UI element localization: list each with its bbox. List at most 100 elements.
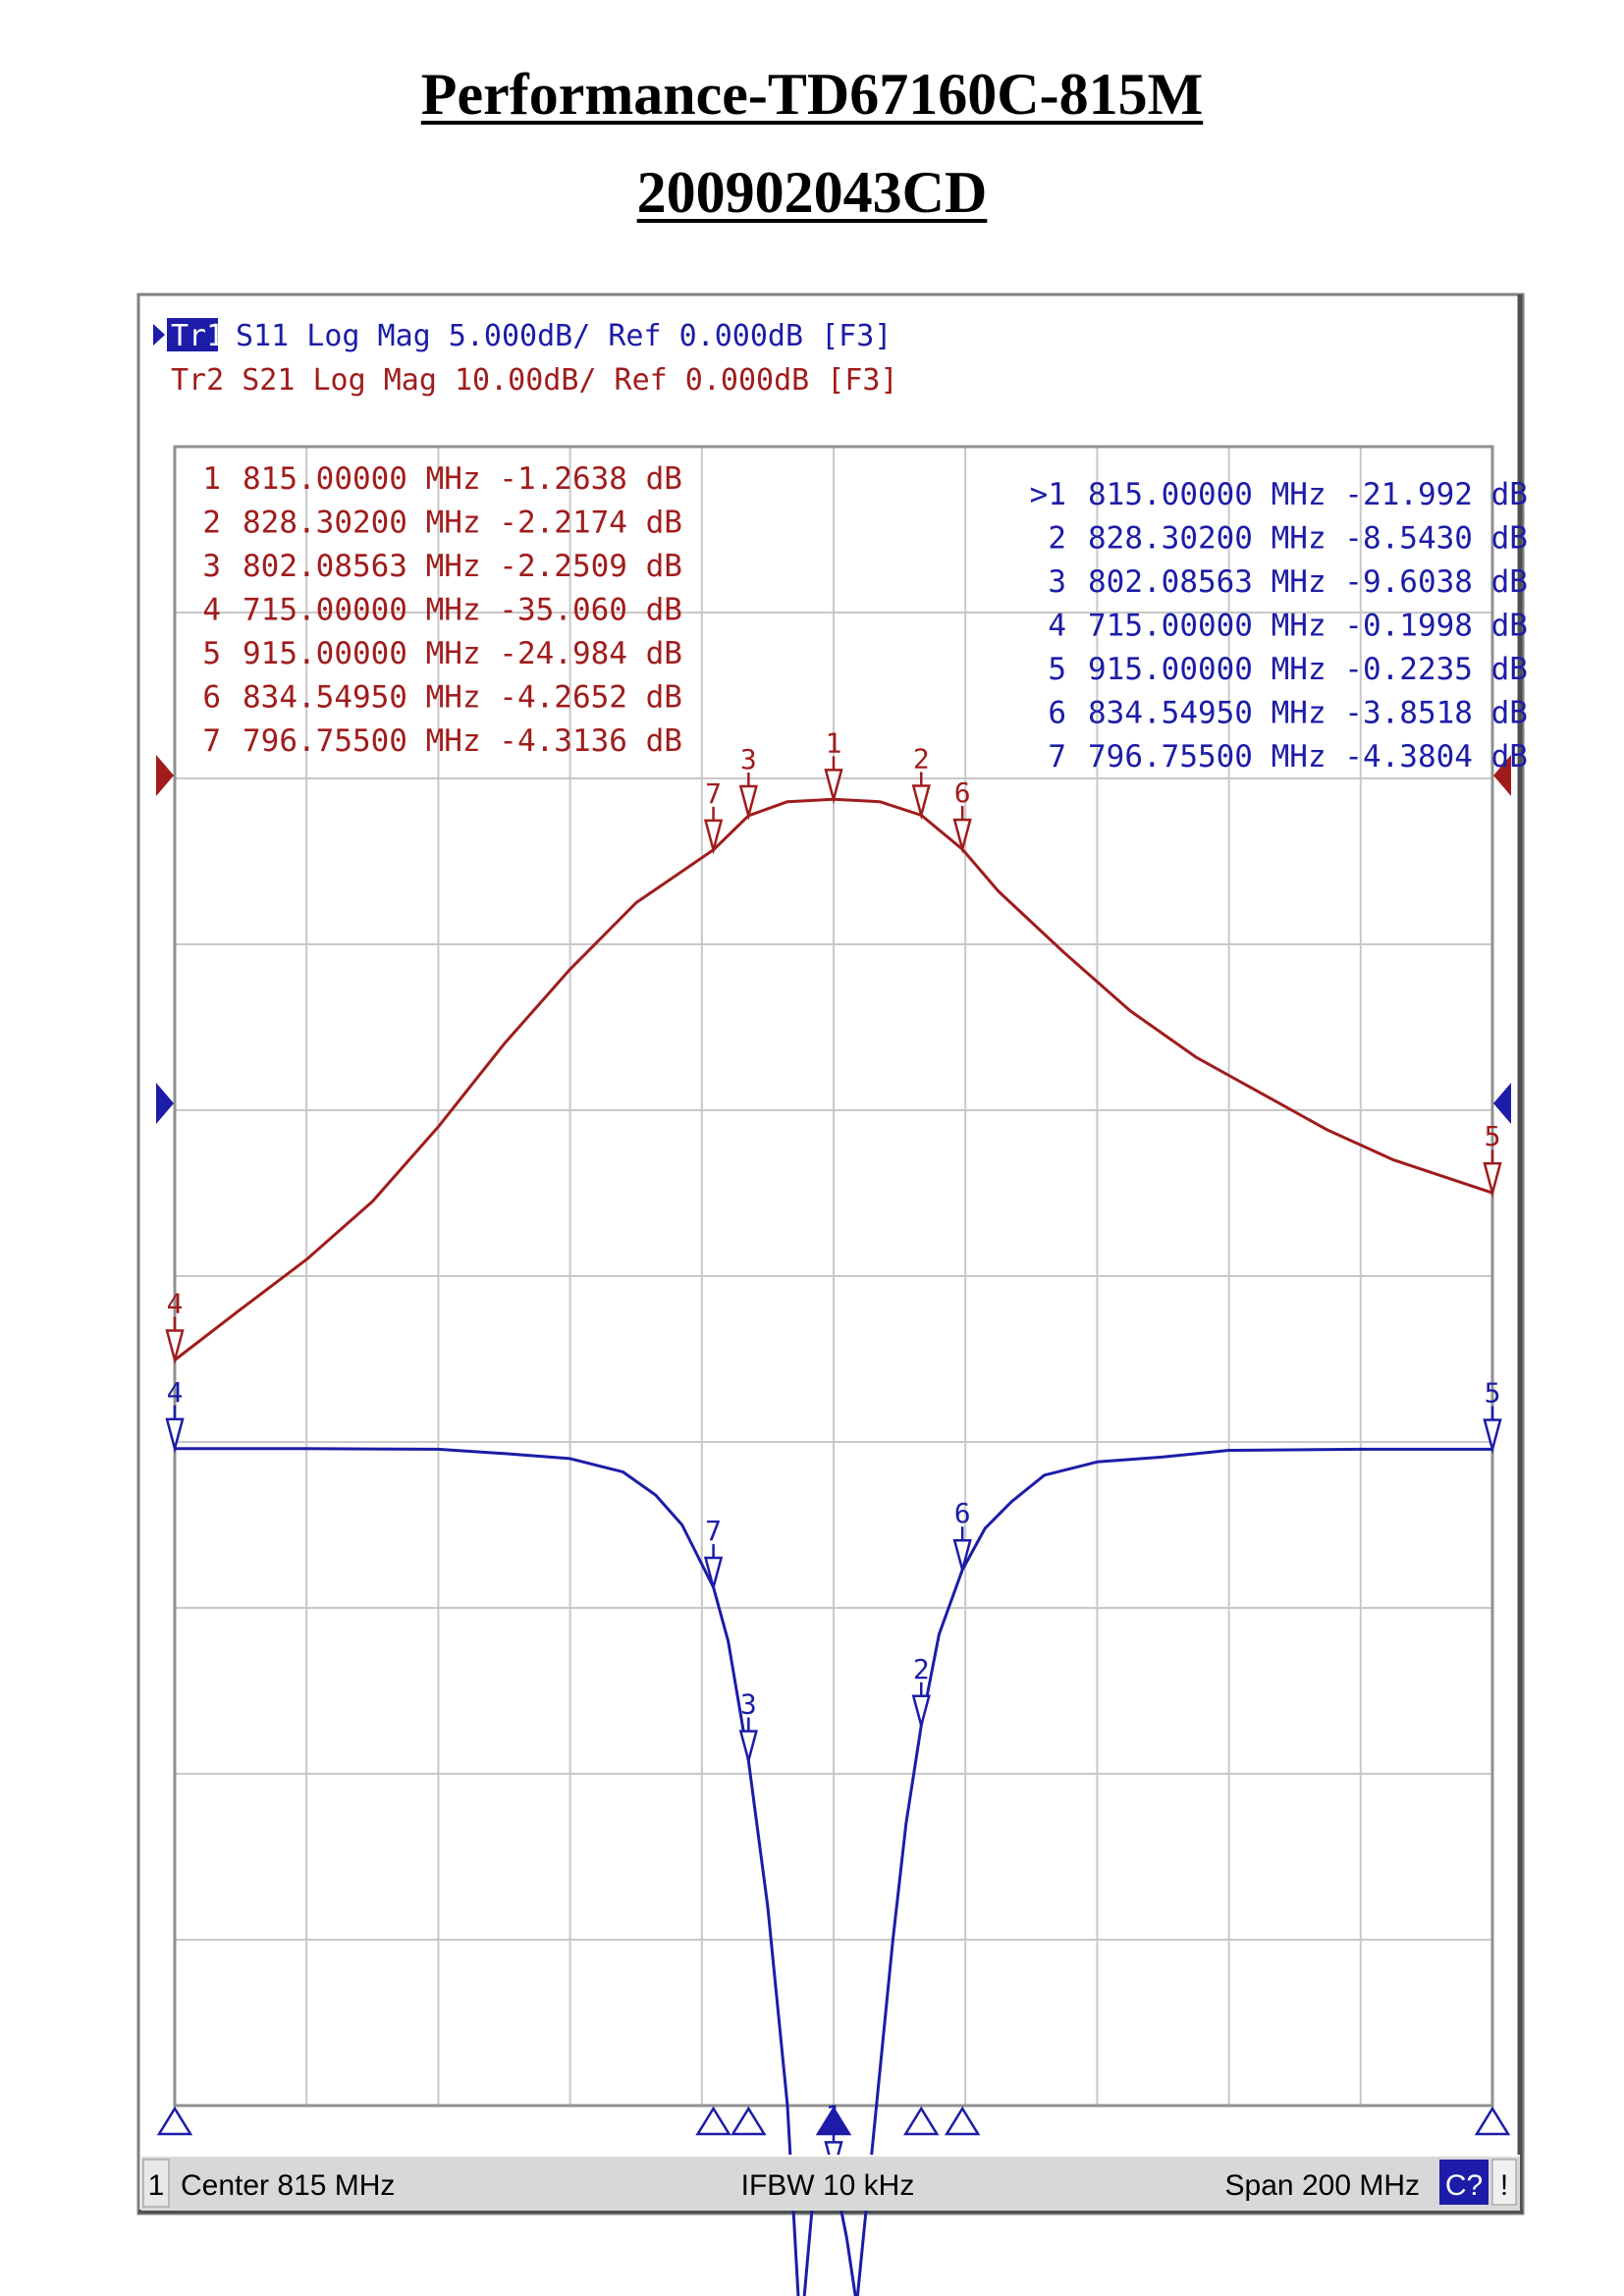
- stimulus-marker-1-icon[interactable]: [815, 2106, 852, 2136]
- marker-number: 5: [1485, 1120, 1501, 1152]
- s11-marker-5[interactable]: 5: [1483, 1377, 1502, 1455]
- s11-marker-4[interactable]: 4: [165, 1376, 185, 1454]
- document-title: Performance-TD67160C-815M: [420, 62, 1204, 127]
- screen-frame: [136, 293, 1525, 2216]
- marker-readout: 834.54950 MHz -4.2652 dB: [243, 680, 682, 716]
- stimulus-marker-row: [156, 2106, 1511, 2136]
- trace1-header[interactable]: S11 Log Mag 5.000dB/ Ref 0.000dB [F3]: [218, 319, 892, 353]
- marker-id: 1: [202, 461, 221, 497]
- s11-marker-2[interactable]: 2: [911, 1653, 931, 1731]
- marker-id: 2: [202, 506, 221, 541]
- stimulus-marker-6-icon[interactable]: [944, 2106, 981, 2136]
- trace2-header[interactable]: Tr2 S21 Log Mag 10.00dB/ Ref 0.000dB [F3…: [171, 363, 898, 398]
- marker-number: 6: [954, 1497, 971, 1529]
- marker-id: 4: [1048, 609, 1066, 644]
- s11-marker-6[interactable]: 6: [952, 1497, 972, 1575]
- marker-number: 3: [740, 1688, 757, 1721]
- marker-number: 3: [740, 743, 757, 775]
- if-bandwidth[interactable]: IFBW 10 kHz: [741, 2169, 915, 2202]
- marker-table-row: 7 796.75500 MHz -4.3136 dB: [202, 723, 682, 759]
- marker-number: 1: [826, 726, 842, 759]
- marker-number: 4: [167, 1288, 184, 1320]
- marker-id: 4: [202, 593, 221, 628]
- s11-marker-table: >1 815.00000 MHz -21.992 dB 2 828.30200 MHz…: [1030, 477, 1528, 774]
- marker-table-row: 3 802.08563 MHz -2.2509 dB: [202, 549, 682, 584]
- marker-readout: 834.54950 MHz -3.8518 dB: [1088, 696, 1528, 731]
- plot-border: [173, 445, 1494, 2108]
- marker-id: 6: [202, 680, 221, 716]
- marker-readout: 715.00000 MHz -35.060 dB: [243, 593, 682, 628]
- s21-marker-5[interactable]: 5: [1483, 1120, 1502, 1199]
- marker-table-row: 7 796.75500 MHz -4.3804 dB: [1048, 739, 1528, 774]
- active-trace-arrow-icon: [153, 324, 165, 346]
- marker-id: 5: [202, 636, 221, 671]
- marker-id: 2: [1048, 521, 1066, 557]
- marker-table-row: 5 915.00000 MHz -0.2235 dB: [1048, 652, 1528, 687]
- marker-readout: 828.30200 MHz -2.2174 dB: [243, 506, 682, 541]
- center-frequency[interactable]: Center 815 MHz: [181, 2169, 395, 2202]
- s21-marker-7[interactable]: 7: [703, 777, 724, 855]
- stimulus-marker-7-icon[interactable]: [695, 2106, 731, 2136]
- marker-id: 3: [1048, 564, 1066, 600]
- s21-marker-table: 1 815.00000 MHz -1.2638 dB 2 828.30200 MHz …: [202, 461, 682, 759]
- marker-id: 5: [1048, 652, 1066, 687]
- marker-id: 3: [202, 549, 221, 584]
- s21-marker-4[interactable]: 4: [165, 1288, 185, 1365]
- frequency-span[interactable]: Span 200 MHz: [1225, 2169, 1420, 2202]
- stimulus-marker-4-icon[interactable]: [156, 2106, 193, 2136]
- marker-number: 5: [1485, 1377, 1501, 1410]
- calibration-status[interactable]: C?: [1445, 2169, 1483, 2202]
- s21-marker-3[interactable]: 3: [738, 743, 758, 821]
- stimulus-marker-2-icon[interactable]: [903, 2106, 940, 2136]
- marker-id: 7: [1048, 739, 1066, 774]
- marker-number: 2: [913, 742, 930, 774]
- plot-grid: [175, 447, 1492, 2106]
- marker-table-row: 6 834.54950 MHz -4.2652 dB: [202, 680, 682, 716]
- stimulus-marker-5-icon[interactable]: [1474, 2106, 1511, 2136]
- marker-readout: 802.08563 MHz -9.6038 dB: [1088, 564, 1528, 600]
- marker-id: >1: [1030, 477, 1066, 512]
- marker-number: 7: [705, 777, 722, 810]
- marker-number: 4: [167, 1376, 184, 1409]
- marker-table-row: 4 715.00000 MHz -35.060 dB: [202, 593, 682, 628]
- marker-readout: 915.00000 MHz -0.2235 dB: [1088, 652, 1528, 687]
- marker-number: 6: [954, 776, 971, 809]
- marker-table-row: 2 828.30200 MHz -2.2174 dB: [202, 506, 682, 541]
- alert-icon[interactable]: !: [1500, 2169, 1508, 2202]
- marker-readout: 815.00000 MHz -1.2638 dB: [243, 461, 682, 497]
- marker-table-row: 6 834.54950 MHz -3.8518 dB: [1048, 696, 1528, 731]
- marker-table-row: 3 802.08563 MHz -9.6038 dB: [1048, 564, 1528, 600]
- marker-readout: 915.00000 MHz -24.984 dB: [243, 636, 682, 671]
- marker-table-row: 2 828.30200 MHz -8.5430 dB: [1048, 521, 1528, 557]
- marker-id: 7: [202, 723, 221, 759]
- marker-readout: 815.00000 MHz -21.992 dB: [1088, 477, 1528, 512]
- active-trace-tag[interactable]: Tr1: [171, 319, 224, 353]
- s11-marker-3[interactable]: 3: [738, 1688, 758, 1766]
- marker-table-row: 5 915.00000 MHz -24.984 dB: [202, 636, 682, 671]
- status-bar: [141, 2156, 1520, 2211]
- s21-marker-1[interactable]: 1: [824, 726, 843, 805]
- marker-readout: 828.30200 MHz -8.5430 dB: [1088, 521, 1528, 557]
- s11-ref-left-icon: [156, 1083, 174, 1124]
- marker-table-row: 1 815.00000 MHz -1.2638 dB: [202, 461, 682, 497]
- document-serial: 200902043CD: [636, 160, 988, 225]
- s11-ref-right-icon: [1493, 1083, 1511, 1124]
- marker-readout: 715.00000 MHz -0.1998 dB: [1088, 609, 1528, 644]
- s21-marker-2[interactable]: 2: [911, 742, 931, 821]
- s21-marker-6[interactable]: 6: [952, 776, 972, 854]
- marker-readout: 796.75500 MHz -4.3804 dB: [1088, 739, 1528, 774]
- alert-indicator[interactable]: [1491, 2159, 1517, 2206]
- marker-readout: 796.75500 MHz -4.3136 dB: [243, 723, 682, 759]
- marker-table-row: >1 815.00000 MHz -21.992 dB: [1030, 477, 1528, 512]
- active-trace-tag-bg[interactable]: [167, 318, 218, 351]
- s21-ref-left-icon: [156, 755, 174, 796]
- marker-number: 7: [705, 1515, 722, 1547]
- stimulus-marker-3-icon[interactable]: [731, 2106, 767, 2136]
- marker-table-row: 4 715.00000 MHz -0.1998 dB: [1048, 609, 1528, 644]
- channel-number[interactable]: 1: [148, 2169, 165, 2202]
- s11-marker-7[interactable]: 7: [703, 1515, 724, 1592]
- marker-readout: 802.08563 MHz -2.2509 dB: [243, 549, 682, 584]
- marker-id: 6: [1048, 696, 1066, 731]
- calibration-badge[interactable]: [1439, 2160, 1489, 2205]
